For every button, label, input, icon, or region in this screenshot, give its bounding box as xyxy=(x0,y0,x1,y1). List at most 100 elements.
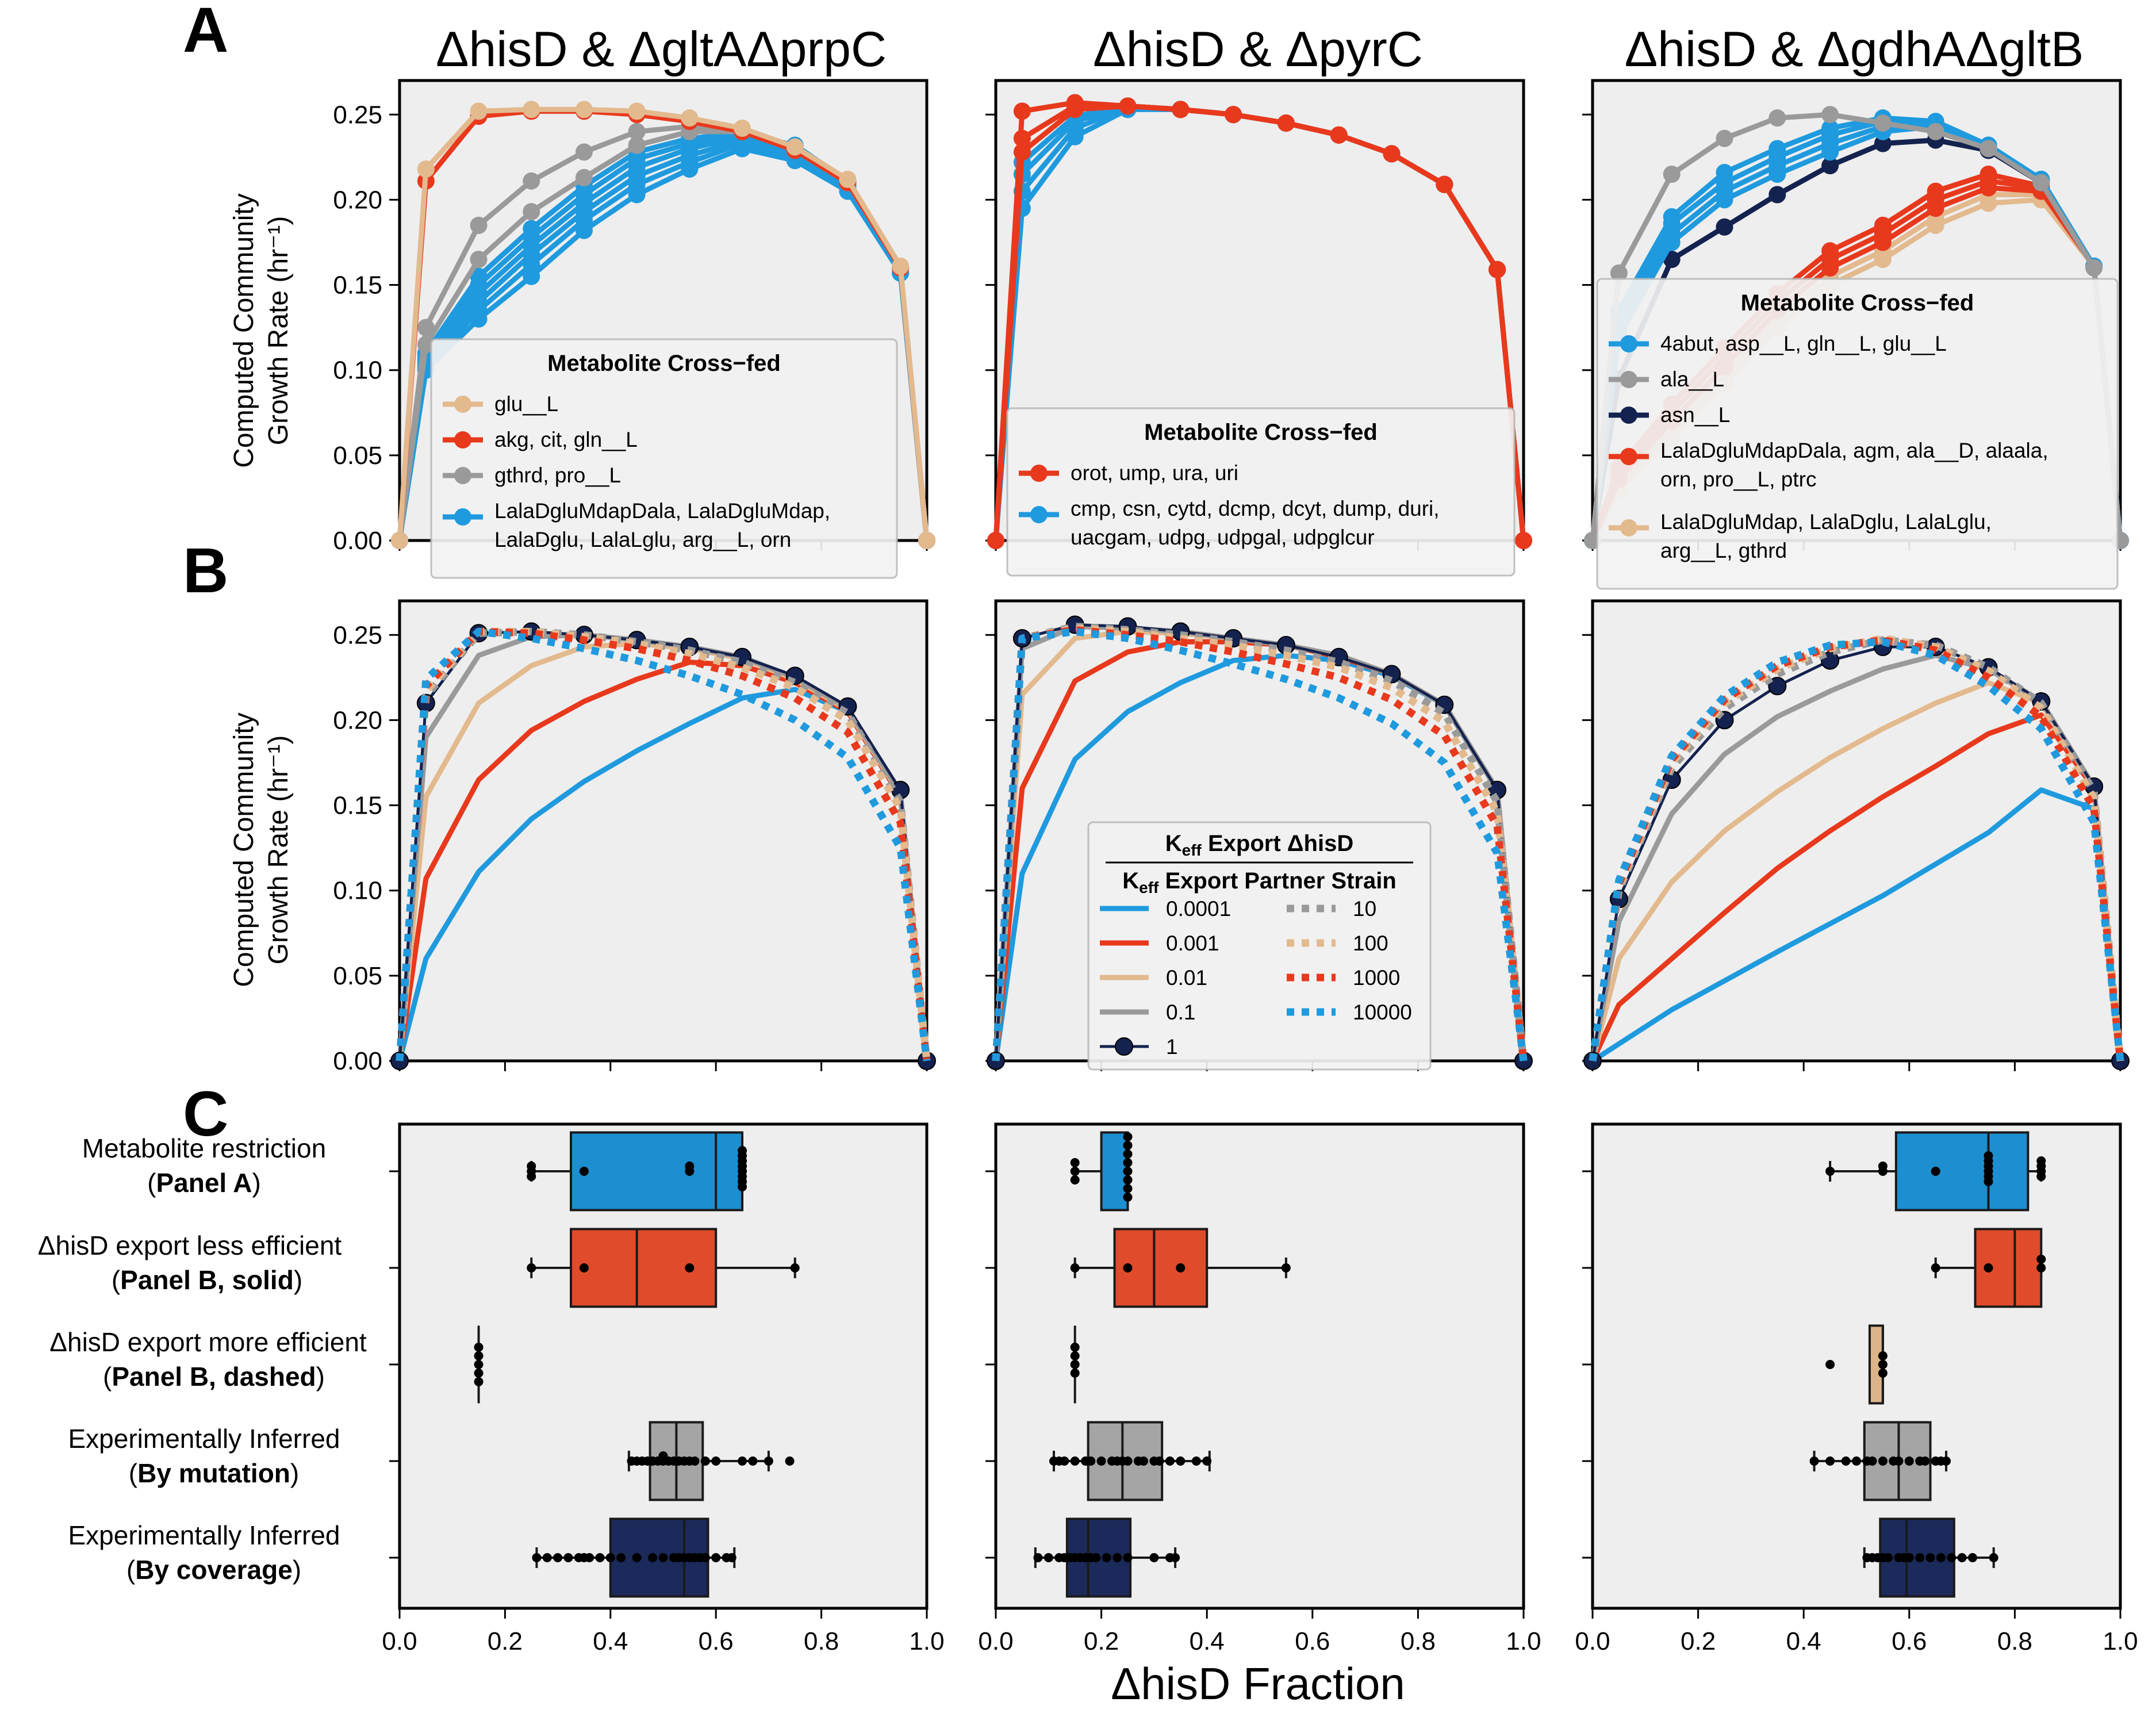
data-point xyxy=(523,101,540,118)
data-point xyxy=(542,1553,552,1562)
data-point xyxy=(1070,1167,1080,1176)
legend-label: glu__L xyxy=(494,392,558,416)
legend-label: 0.1 xyxy=(1166,1000,1195,1024)
panel-c-1: 0.0 0.2 0.4 0.6 0.8 1.0 xyxy=(382,1122,945,1655)
legend-label: arg__L, gthrd xyxy=(1660,539,1787,562)
y-tick-label: 0.00 xyxy=(333,527,382,555)
data-point xyxy=(1096,1456,1106,1466)
row-c-label-bold: By coverage xyxy=(135,1555,293,1585)
box-body xyxy=(570,1131,744,1212)
legend-label: uacgam, udpg, udpgal, udpglcur xyxy=(1071,526,1375,549)
series-line xyxy=(987,94,1532,549)
row-c-label-line1: ΔhisD export more efficient xyxy=(49,1327,367,1357)
data-point xyxy=(628,136,646,154)
legend-entry: LalaDgluMdapDala, agm, ala__D, alaala, or… xyxy=(1609,439,2048,491)
y-tick-label: 0.15 xyxy=(333,271,382,300)
series-path xyxy=(992,627,1528,1061)
legend-swatch-marker xyxy=(1030,465,1048,482)
box-5 xyxy=(1862,1517,1998,1598)
row-c-label-bold: Panel A xyxy=(156,1168,252,1198)
box-5 xyxy=(1033,1517,1180,1598)
row-c-label-3: ΔhisD export more efficient (Panel B, da… xyxy=(49,1327,367,1392)
legend-label: akg, cit, gln__L xyxy=(494,428,638,451)
y-axis-label-line2: Growth Rate (hr⁻¹) xyxy=(263,216,294,446)
box-body xyxy=(1113,1228,1209,1308)
legend-swatch-marker xyxy=(1115,1037,1133,1056)
legend-swatch-marker xyxy=(1620,448,1637,465)
y-tick-label: 0.05 xyxy=(333,442,382,470)
x-tick-label: 1.0 xyxy=(1506,1627,1541,1655)
data-point xyxy=(1383,145,1401,163)
data-point xyxy=(1768,140,1786,158)
legend-panel-a-3: Metabolite Cross−fed 4abut, asp__L, gln__… xyxy=(1596,278,2119,590)
data-point xyxy=(2085,259,2103,277)
box-1 xyxy=(527,1131,747,1212)
panel-c-3: 0.0 0.2 0.4 0.6 0.8 1.0 xyxy=(1575,1122,2138,1655)
legend-swatch-marker xyxy=(1620,335,1637,352)
data-point xyxy=(1716,129,1733,147)
x-tick-label: 0.6 xyxy=(1892,1627,1927,1655)
legend-swatch-marker xyxy=(1620,371,1637,388)
legend-label: orot, ump, ura, uri xyxy=(1071,461,1238,485)
data-point xyxy=(391,532,408,549)
data-point xyxy=(1123,1141,1133,1150)
legend-swatch-marker xyxy=(1620,519,1637,536)
y-tick-label: 0.10 xyxy=(333,877,382,905)
box-2 xyxy=(1931,1228,2046,1308)
data-point xyxy=(1878,1351,1888,1360)
data-point xyxy=(700,1553,710,1562)
data-point xyxy=(681,109,699,127)
legend-entry: 10 xyxy=(1287,897,1376,921)
box-1 xyxy=(1070,1131,1133,1212)
data-point xyxy=(1070,1158,1080,1167)
x-tick-label: 0.2 xyxy=(1681,1627,1716,1655)
series-line xyxy=(1584,106,2129,549)
data-point xyxy=(1070,1368,1080,1378)
y-tick-label: 0.05 xyxy=(333,962,382,990)
data-point xyxy=(1947,1553,1956,1562)
series-path xyxy=(1589,638,2124,1061)
row-c-label-line1: Metabolite restriction xyxy=(82,1133,326,1163)
panel-letter-c: C xyxy=(183,1079,228,1149)
legend-swatch-marker xyxy=(1030,506,1048,523)
data-point xyxy=(1489,260,1506,278)
x-tick-label: 1.0 xyxy=(909,1627,944,1655)
data-point xyxy=(575,143,593,161)
y-tick-label: 0.15 xyxy=(333,792,382,820)
series-path xyxy=(993,100,1526,541)
row-c-label-line2: (Panel B, dashed) xyxy=(103,1362,325,1392)
legend-label: 10000 xyxy=(1353,1000,1412,1024)
data-point xyxy=(1663,208,1681,226)
data-point xyxy=(470,216,488,234)
legend-panel-a-1: Metabolite Cross−fed glu__L akg, cit, gln_… xyxy=(430,338,898,579)
plot-background xyxy=(1591,599,2122,1063)
data-point xyxy=(1825,1360,1835,1369)
data-point xyxy=(1920,1456,1930,1466)
data-point xyxy=(1172,101,1190,118)
data-point xyxy=(523,203,540,221)
data-point xyxy=(1825,1167,1835,1176)
legend-label: 4abut, asp__L, gln__L, glu__L xyxy=(1660,332,1947,355)
data-point xyxy=(1989,1553,1998,1562)
data-point xyxy=(738,1456,747,1466)
legend-swatch-marker xyxy=(454,508,471,526)
data-point xyxy=(632,1553,642,1562)
data-point xyxy=(628,122,646,140)
data-point xyxy=(575,168,593,186)
legend-box xyxy=(1087,821,1432,1071)
legend-box xyxy=(1006,407,1516,577)
column-title-2: ΔhisD & ΔpyrC xyxy=(1093,22,1423,77)
legend-title: Metabolite Cross−fed xyxy=(1144,420,1378,445)
row-c-label-4: Experimentally Inferred (By mutation) xyxy=(68,1424,340,1488)
data-point xyxy=(1927,122,1944,140)
data-point xyxy=(748,1456,758,1466)
data-point xyxy=(1154,1456,1164,1466)
legend-panel-a-2: Metabolite Cross−fed orot, ump, ura, uri c… xyxy=(1006,407,1516,577)
data-point xyxy=(658,1553,668,1562)
panel-letter-a: A xyxy=(183,0,228,66)
data-point xyxy=(1927,182,1944,200)
data-point xyxy=(711,1456,721,1466)
data-point xyxy=(527,1263,536,1272)
x-tick-label: 0.8 xyxy=(1401,1627,1436,1655)
box-4 xyxy=(1049,1421,1212,1501)
